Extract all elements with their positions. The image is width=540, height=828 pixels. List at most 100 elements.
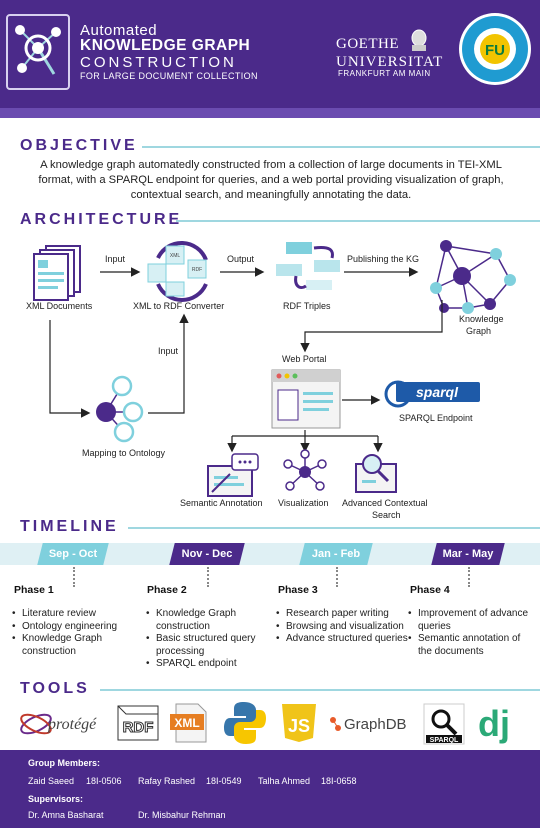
phase-3-list: Research paper writing Browsing and visu… <box>276 608 408 646</box>
visualization-label: Visualization <box>278 498 329 508</box>
input-label-1: Input <box>105 254 126 264</box>
converter-xml-tag: XML <box>170 253 181 259</box>
xml-to-rdf-converter-icon: XML RDF <box>147 240 208 302</box>
tools-heading: TOOLS <box>20 680 90 697</box>
protege-text: protégé <box>47 716 97 733</box>
js-logo-text: JS <box>288 716 310 736</box>
member-2-id: 18I-0549 <box>206 776 242 786</box>
university-city: FRANKFURT AM MAIN <box>338 69 431 78</box>
member-1-name: Zaid Saeed <box>28 776 75 786</box>
svg-text:FU: FU <box>485 42 505 59</box>
protege-logo-icon: protégé <box>18 704 108 749</box>
list-item: Ontology engineering <box>12 621 144 634</box>
web-portal-label: Web Portal <box>282 354 327 364</box>
member-1-id: 18I-0506 <box>86 776 122 786</box>
phase-1-title: Phase 1 <box>14 584 54 596</box>
django-logo-icon: dj <box>476 700 520 751</box>
architecture-divider <box>176 220 540 222</box>
phase-3-title: Phase 3 <box>278 584 318 596</box>
rdf-logo-text: RDF <box>123 719 154 736</box>
list-item: Browsing and visualization <box>276 621 408 634</box>
xml-documents-label: XML Documents <box>26 301 93 311</box>
phase-2-title: Phase 2 <box>147 584 187 596</box>
mapping-label: Mapping to Ontology <box>82 448 166 458</box>
title-line-4: FOR LARGE DOCUMENT COLLECTION <box>80 71 258 81</box>
period-tag-3-text: Jan - Feb <box>311 548 361 560</box>
sparql-tool-text: SPARQL <box>430 737 459 744</box>
list-item: Improvement of advance queries <box>408 608 530 633</box>
period-tag-1-text: Sep - Oct <box>48 548 98 560</box>
advanced-search-label-1: Advanced Contextual <box>342 498 428 508</box>
xml-logo-text: XML <box>174 716 199 730</box>
publishing-label: Publishing the KG <box>347 254 420 264</box>
title-line-3: CONSTRUCTION <box>80 54 237 71</box>
period-tag-3: Jan - Feb <box>299 543 373 565</box>
contextual-search-icon <box>355 454 397 493</box>
list-item: Knowledge Graph construction <box>146 608 278 633</box>
timeline-connector-4 <box>468 567 470 587</box>
list-item: SPARQL endpoint <box>146 658 278 671</box>
rdf-triples-label: RDF Triples <box>283 301 331 311</box>
timeline-connector-3 <box>336 567 338 587</box>
django-text: dj <box>478 703 510 744</box>
timeline-band <box>0 543 540 565</box>
visualization-icon <box>283 449 327 491</box>
title-line-2: KNOWLEDGE GRAPH <box>80 37 251 54</box>
period-tag-2: Nov - Dec <box>169 543 245 565</box>
period-tag-4-text: Mar - May <box>442 548 494 560</box>
period-tag-2-text: Nov - Dec <box>181 548 233 560</box>
architecture-heading: ARCHITECTURE <box>20 211 183 228</box>
python-logo-icon <box>222 700 268 751</box>
output-label: Output <box>227 254 255 264</box>
phase-4-list: Improvement of advance queries Semantic … <box>408 608 530 658</box>
header-banner <box>0 0 540 108</box>
goethe-portrait-icon <box>408 28 430 57</box>
supervisor-1: Dr. Amna Basharat <box>28 810 104 820</box>
member-3-name: Talha Ahmed <box>258 776 311 786</box>
objective-divider <box>142 146 540 148</box>
architecture-diagram: XML RDF <box>33 240 516 497</box>
sparql-endpoint-label: SPARQL Endpoint <box>399 413 473 423</box>
sparql-tool-logo-icon: SPARQL <box>422 702 466 751</box>
xml-file-icon: XML <box>168 702 212 749</box>
web-portal-browser-icon <box>271 369 341 429</box>
sparql-endpoint-icon: sparql <box>384 380 480 408</box>
tools-divider <box>100 689 540 691</box>
period-tag-1: Sep - Oct <box>37 543 109 565</box>
list-item: Literature review <box>12 608 144 621</box>
timeline-heading: TIMELINE <box>20 518 119 535</box>
title-line-1: Automated <box>80 22 158 39</box>
list-item: Basic structured query processing <box>146 633 278 658</box>
semantic-annotation-icon <box>207 453 259 497</box>
phase-1-list: Literature review Ontology engineering K… <box>12 608 144 658</box>
graphdb-logo-icon: GraphDB <box>328 710 416 741</box>
footer <box>0 750 540 828</box>
knowledge-graph-label-1: Knowledge <box>459 314 504 324</box>
list-item: Semantic annotation of the documents <box>408 633 530 658</box>
list-item: Knowledge Graph construction <box>12 633 144 658</box>
member-3-id: 18I-0658 <box>321 776 357 786</box>
converter-label: XML to RDF Converter <box>133 301 225 311</box>
phase-2-list: Knowledge Graph construction Basic struc… <box>146 608 278 671</box>
fast-university-seal-icon: FU <box>458 12 532 91</box>
supervisor-2: Dr. Misbahur Rehman <box>138 810 226 820</box>
list-item: Advance structured queries <box>276 633 408 646</box>
header-band <box>0 108 540 118</box>
sparql-logo-text: sparql <box>416 384 459 400</box>
supervisors-label: Supervisors: <box>28 794 84 804</box>
knowledge-graph-icon <box>430 240 516 314</box>
semantic-annotation-label: Semantic Annotation <box>180 498 263 508</box>
objective-heading: OBJECTIVE <box>20 137 138 154</box>
javascript-logo-icon: JS <box>280 702 318 749</box>
member-2-name: Rafay Rashed <box>138 776 196 786</box>
rdf-logo-icon: RDF <box>112 702 164 749</box>
objective-text: A knowledge graph automatedly constructe… <box>38 159 504 201</box>
input-label-2: Input <box>158 346 179 356</box>
knowledge-graph-label-2: Graph <box>466 326 492 336</box>
rdf-triples-icon <box>276 242 340 290</box>
university-name-1: GOETHE <box>336 36 399 52</box>
converter-rdf-tag: RDF <box>192 267 202 273</box>
ontology-mapping-icon <box>96 375 144 443</box>
timeline-divider <box>128 527 540 529</box>
advanced-search-label-2: Search <box>372 510 401 520</box>
